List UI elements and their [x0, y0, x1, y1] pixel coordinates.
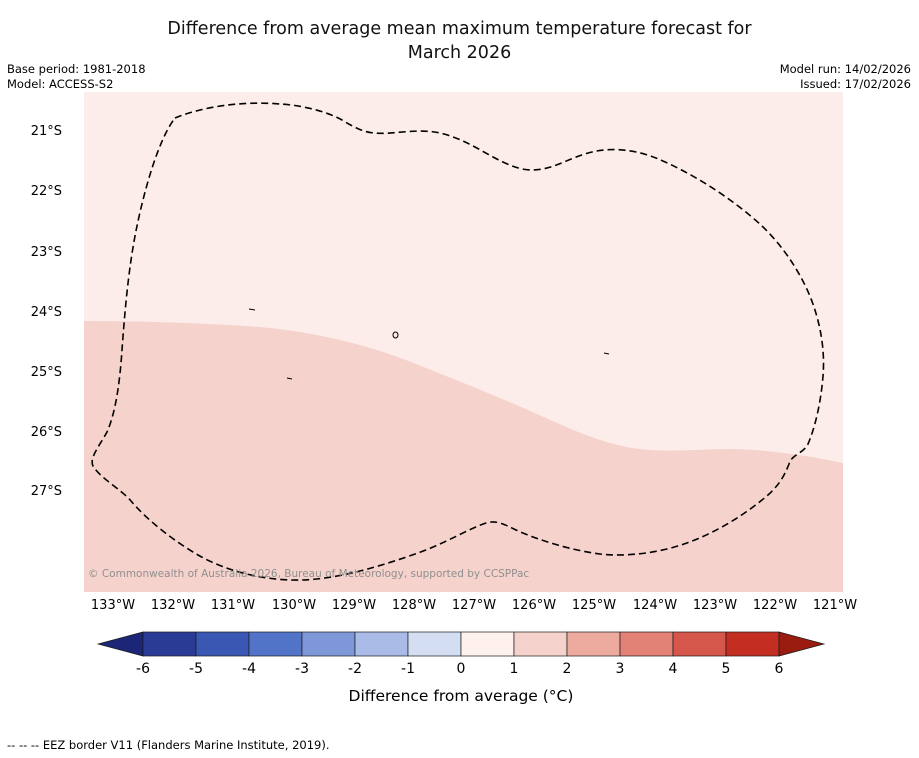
- colorbar-cell: [513, 631, 568, 657]
- title-line1: Difference from average mean maximum tem…: [167, 19, 752, 39]
- lat-tick-label: 25°S: [30, 365, 62, 380]
- lon-tick-label: 133°W: [90, 598, 136, 613]
- lat-tick-label: 22°S: [30, 184, 62, 199]
- colorbar-ticks: -6 -5 -4 -3 -2 -1 0 1 2 3 4 5 6: [136, 661, 783, 681]
- lat-tick-label: 24°S: [30, 305, 62, 320]
- colorbar-tick-label: 1: [509, 661, 519, 677]
- colorbar-tick-label: 2: [562, 661, 572, 677]
- lon-tick-label: 127°W: [451, 598, 497, 613]
- lon-tick-label: 132°W: [150, 598, 196, 613]
- metadata-right: Model run: 14/02/2026 Issued: 17/02/2026: [780, 62, 911, 92]
- lon-tick-label: 123°W: [692, 598, 738, 613]
- model-run-text: Model run: 14/02/2026: [779, 62, 911, 76]
- colorbar-tick-label: 6: [774, 661, 784, 677]
- colorbar-cell: [619, 631, 674, 657]
- title-line2: March 2026: [407, 43, 512, 63]
- colorbar-tick-label: 5: [721, 661, 731, 677]
- lat-tick-label: 23°S: [30, 245, 62, 260]
- colorbar-tick-label: -2: [348, 661, 362, 677]
- colorbar-cell: [142, 631, 197, 657]
- colorbar-right-arrow: [778, 631, 826, 657]
- map-svg: [84, 102, 843, 592]
- colorbar-axis-label: Difference from average (°C): [348, 687, 574, 705]
- colorbar-cell: [566, 631, 621, 657]
- lon-tick-label: 131°W: [210, 598, 256, 613]
- colorbar-cell: [672, 631, 727, 657]
- lon-tick-label: 124°W: [632, 598, 678, 613]
- colorbar-tick-label: 4: [668, 661, 678, 677]
- colorbar-cell: [301, 631, 356, 657]
- colorbar: [96, 631, 826, 657]
- copyright-text: © Commonwealth of Australia 2026, Bureau…: [88, 568, 530, 580]
- lon-tick-label: 121°W: [812, 598, 858, 613]
- lat-tick-label: 26°S: [30, 425, 62, 440]
- page-title: Difference from average mean maximum tem…: [0, 17, 919, 65]
- lon-tick-label: 122°W: [752, 598, 798, 613]
- issued-text: Issued: 17/02/2026: [800, 77, 911, 91]
- island-marks: [248, 308, 610, 380]
- colorbar-cell: [725, 631, 780, 657]
- colorbar-tick-label: 0: [456, 661, 466, 677]
- colorbar-tick-label: -6: [136, 661, 150, 677]
- colorbar-tick-label: -4: [242, 661, 256, 677]
- lon-tick-label: 126°W: [511, 598, 557, 613]
- map-area: © Commonwealth of Australia 2026, Bureau…: [84, 92, 843, 592]
- lat-tick-label: 27°S: [30, 484, 62, 499]
- south-temperature-band: [84, 321, 843, 592]
- colorbar-cell: [195, 631, 250, 657]
- lat-tick-label: 21°S: [30, 124, 62, 139]
- eez-legend-note: -- -- -- EEZ border V11 (Flanders Marine…: [7, 738, 330, 752]
- colorbar-tick-label: 3: [615, 661, 625, 677]
- eez-border-line: [91, 102, 825, 581]
- model-text: Model: ACCESS-S2: [7, 77, 114, 91]
- colorbar-tick-label: -3: [295, 661, 309, 677]
- colorbar-cell: [407, 631, 462, 657]
- lon-tick-label: 129°W: [331, 598, 377, 613]
- lon-tick-label: 130°W: [271, 598, 317, 613]
- lon-tick-label: 125°W: [571, 598, 617, 613]
- colorbar-cell: [460, 631, 515, 657]
- colorbar-cell: [248, 631, 303, 657]
- base-period-text: Base period: 1981-2018: [7, 62, 146, 76]
- colorbar-cell: [354, 631, 409, 657]
- metadata-left: Base period: 1981-2018 Model: ACCESS-S2: [7, 62, 146, 92]
- colorbar-tick-label: -5: [189, 661, 203, 677]
- colorbar-tick-label: -1: [401, 661, 415, 677]
- lon-tick-label: 128°W: [391, 598, 437, 613]
- colorbar-left-arrow: [96, 631, 144, 657]
